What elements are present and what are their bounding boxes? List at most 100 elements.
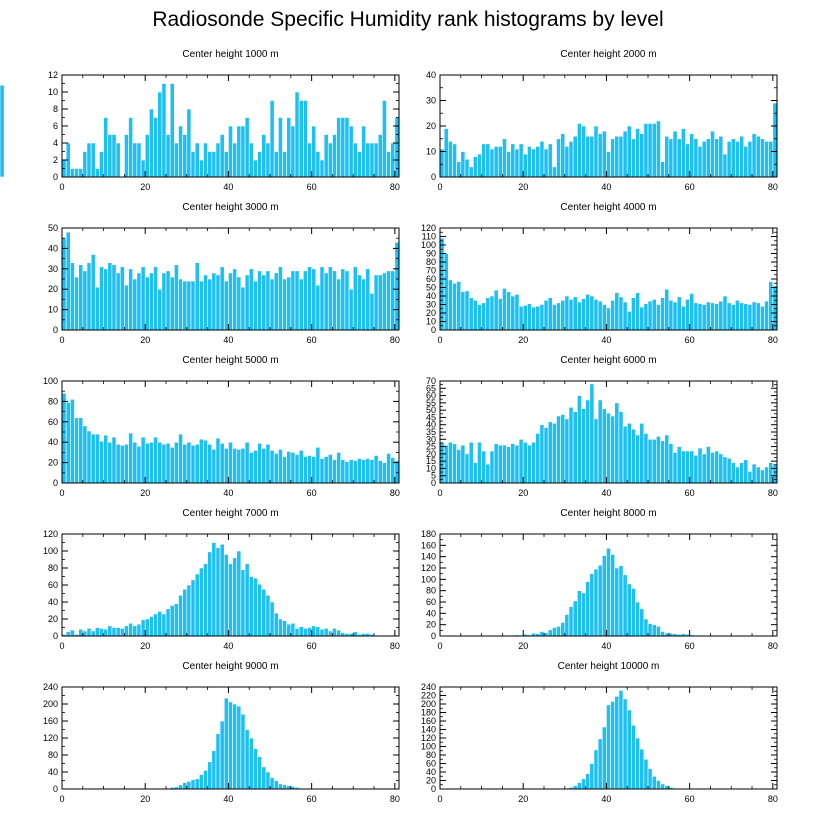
x-tick-label: 40 <box>223 335 233 345</box>
x-tick-label: 80 <box>390 641 400 651</box>
bar <box>178 784 183 790</box>
bar <box>502 444 507 484</box>
bar <box>244 563 250 637</box>
bar <box>697 303 703 331</box>
bar <box>286 276 292 331</box>
bar <box>169 446 175 484</box>
bar <box>601 304 607 331</box>
bar <box>78 417 84 484</box>
bar <box>219 266 225 331</box>
bar <box>452 443 457 484</box>
bar <box>332 628 337 637</box>
y-tick-label: 60 <box>426 597 436 607</box>
y-tick-label: 4 <box>53 138 58 148</box>
bar <box>232 142 238 178</box>
bar <box>327 266 333 331</box>
bar <box>140 266 146 331</box>
bar <box>194 573 200 637</box>
bar <box>136 272 142 331</box>
bar <box>219 720 225 790</box>
bar <box>332 459 337 484</box>
bar <box>94 433 100 484</box>
bar <box>307 455 312 484</box>
bar <box>772 102 778 178</box>
bar <box>635 434 640 484</box>
bar <box>647 123 653 178</box>
bar <box>257 442 263 484</box>
bar <box>606 151 611 178</box>
bar <box>236 449 242 484</box>
bar <box>190 579 196 637</box>
panel-title: Center height 5000 m <box>182 355 278 366</box>
y-tick-label: 80 <box>48 563 58 573</box>
bar <box>726 457 732 484</box>
bar <box>178 594 183 637</box>
bar <box>705 138 711 178</box>
bar <box>244 729 250 790</box>
bar <box>651 299 657 331</box>
bar <box>248 737 254 790</box>
bar <box>182 134 188 178</box>
bar <box>718 300 724 331</box>
histogram-panel-1: Center height 1000 m 0 20 40 60 80 0 2 4 6 8 10 12 <box>48 49 400 192</box>
bar <box>622 301 628 331</box>
bar <box>369 292 375 331</box>
x-tick-label: 20 <box>140 335 150 345</box>
bar <box>497 298 503 331</box>
bar <box>564 418 570 484</box>
bar <box>336 117 342 178</box>
bar <box>452 143 457 178</box>
bar <box>705 446 711 484</box>
y-tick-label: 40 <box>48 437 58 447</box>
bar <box>477 304 482 331</box>
bar <box>128 622 134 637</box>
y-tick-label: 180 <box>421 529 436 539</box>
bar <box>739 302 745 331</box>
bar <box>115 142 121 178</box>
y-tick-label: 20 <box>426 620 436 630</box>
bar <box>165 442 171 484</box>
y-tick-label: 120 <box>43 733 58 743</box>
bar <box>651 438 657 484</box>
bar <box>643 758 649 790</box>
bar <box>701 304 707 331</box>
bar <box>722 295 728 331</box>
bar <box>764 141 769 178</box>
bar <box>236 125 242 178</box>
bar <box>344 270 350 331</box>
y-tick-label: 25 <box>426 442 436 452</box>
x-tick-label: 0 <box>59 794 64 804</box>
bar <box>340 117 346 178</box>
y-tick-label: 90 <box>426 249 436 259</box>
bar <box>319 266 325 331</box>
bar <box>369 459 375 484</box>
bar <box>522 153 528 178</box>
bar <box>572 600 578 637</box>
bar <box>228 563 233 637</box>
bar <box>215 733 221 790</box>
bar <box>606 307 611 331</box>
bar <box>373 142 379 178</box>
bar <box>610 299 616 331</box>
y-tick-label: 80 <box>48 750 58 760</box>
y-tick-label: 160 <box>421 540 436 550</box>
y-tick-label: 140 <box>421 552 436 562</box>
bar <box>294 454 300 484</box>
bar <box>460 151 466 178</box>
bar <box>747 304 753 331</box>
bar <box>178 433 183 484</box>
bar <box>614 135 620 178</box>
bar <box>119 444 125 484</box>
bar <box>382 462 387 484</box>
bar <box>572 411 578 484</box>
bar <box>527 146 532 178</box>
bar <box>518 305 524 331</box>
bar <box>614 402 620 484</box>
bar <box>199 774 204 790</box>
bar <box>103 268 109 331</box>
y-tick-label: 80 <box>426 586 436 596</box>
bar <box>286 623 292 637</box>
bar <box>278 266 283 331</box>
bar <box>107 262 113 331</box>
bar <box>157 611 163 637</box>
